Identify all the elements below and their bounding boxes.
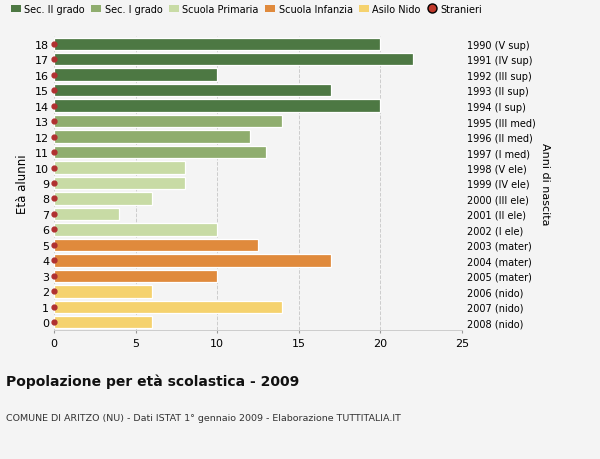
Bar [54, 193, 152, 205]
Bar [54, 146, 266, 159]
Text: COMUNE DI ARITZO (NU) - Dati ISTAT 1° gennaio 2009 - Elaborazione TUTTITALIA.IT: COMUNE DI ARITZO (NU) - Dati ISTAT 1° ge… [6, 413, 401, 422]
Bar [54, 240, 258, 252]
Bar [54, 270, 217, 282]
Bar [54, 224, 217, 236]
Bar [54, 286, 152, 298]
Y-axis label: Età alunni: Età alunni [16, 154, 29, 213]
Y-axis label: Anni di nascita: Anni di nascita [539, 142, 550, 225]
Bar [54, 255, 331, 267]
Bar [54, 116, 283, 128]
Bar [54, 100, 380, 112]
Bar [54, 208, 119, 221]
Bar [54, 162, 185, 174]
Bar [54, 301, 283, 313]
Bar [54, 178, 185, 190]
Text: Popolazione per età scolastica - 2009: Popolazione per età scolastica - 2009 [6, 374, 299, 389]
Bar [54, 54, 413, 66]
Bar [54, 69, 217, 81]
Bar [54, 85, 331, 97]
Bar [54, 39, 380, 50]
Bar [54, 317, 152, 329]
Bar [54, 131, 250, 143]
Legend: Sec. II grado, Sec. I grado, Scuola Primaria, Scuola Infanzia, Asilo Nido, Stran: Sec. II grado, Sec. I grado, Scuola Prim… [11, 5, 482, 15]
